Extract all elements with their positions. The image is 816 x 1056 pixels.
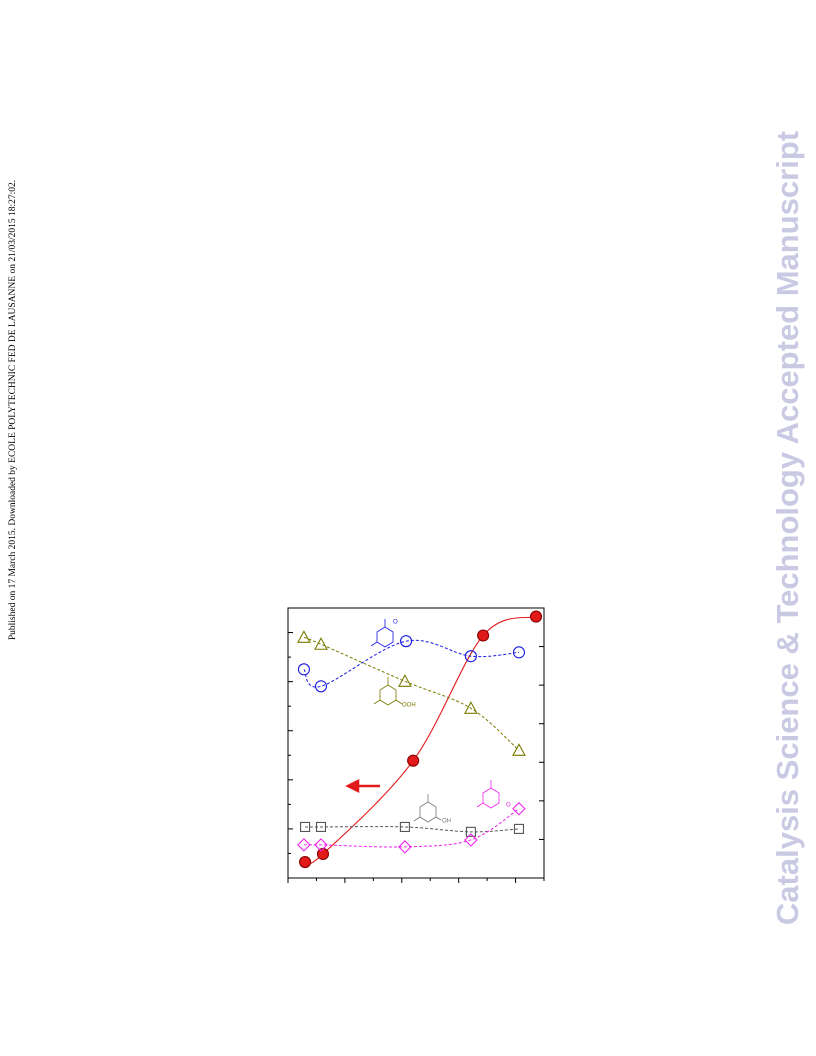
- marker: [477, 629, 490, 642]
- marker: [297, 838, 311, 852]
- marker: [465, 826, 476, 837]
- marker: [397, 674, 412, 687]
- axis-arrow: [345, 778, 380, 794]
- marker: [398, 840, 412, 854]
- marker: [314, 637, 328, 650]
- side-note: Published on 17 March 2015. Downloaded b…: [8, 180, 18, 640]
- series-curve: [303, 636, 520, 751]
- marker: [512, 743, 526, 756]
- plot-frame: [287, 607, 545, 879]
- marker: [463, 701, 478, 714]
- marker: [314, 680, 328, 693]
- marker: [299, 855, 312, 869]
- marker: [297, 630, 311, 643]
- molecule-label: OH: [442, 819, 451, 825]
- marker: [314, 838, 328, 852]
- series-curve: [304, 616, 537, 865]
- molecule: [370, 619, 394, 648]
- molecule-label: O: [393, 620, 398, 626]
- marker: [399, 821, 410, 832]
- molecule-label: O: [506, 803, 511, 809]
- marker: [316, 847, 330, 860]
- marker: [512, 646, 526, 659]
- molecule: [413, 794, 442, 823]
- marker: [297, 663, 310, 676]
- marker: [300, 821, 311, 832]
- marker: [315, 821, 327, 832]
- marker: [399, 635, 413, 648]
- series-curve: [303, 808, 520, 848]
- marker: [407, 754, 420, 767]
- molecule: [373, 677, 403, 706]
- series-curve: [305, 826, 519, 833]
- marker: [512, 802, 526, 816]
- series-curve: [303, 639, 520, 688]
- molecule: [476, 780, 500, 809]
- molecules: [370, 619, 500, 823]
- molecule-label: OOH: [402, 703, 416, 709]
- marker: [464, 650, 477, 663]
- marker: [529, 610, 543, 623]
- marker: [464, 833, 478, 847]
- marker: [513, 823, 525, 834]
- watermark: Catalysis Science & Technology Accepted …: [770, 131, 805, 925]
